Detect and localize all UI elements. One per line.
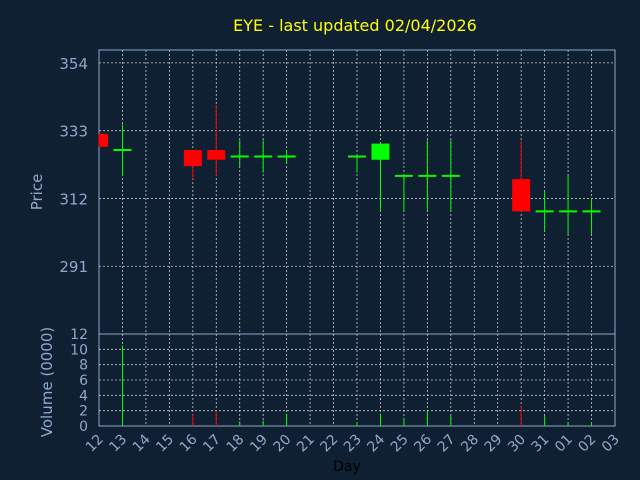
x-tick-label: 03 xyxy=(599,432,623,456)
candle-body xyxy=(207,150,226,160)
price-tick-label: 291 xyxy=(59,258,88,276)
x-tick-label: 31 xyxy=(529,432,553,456)
volume-tick-label: 10 xyxy=(70,342,88,358)
x-tick-label: 13 xyxy=(106,432,130,456)
x-axis-ticks: 12 13 14 15 16 17 18 19 20 21 22 23 24 25 26 27 28 29 30 31… xyxy=(83,431,623,455)
x-tick-label: 29 xyxy=(482,432,506,456)
x-tick-label: 21 xyxy=(294,432,318,456)
volume-tick-label: 4 xyxy=(79,388,88,404)
candle-body xyxy=(512,179,531,212)
candles xyxy=(98,104,601,234)
x-tick-label: 15 xyxy=(153,432,177,456)
chart-title: EYE - last updated 02/04/2026 xyxy=(233,16,477,35)
candle-body xyxy=(371,143,390,160)
volume-tick-label: 6 xyxy=(79,373,88,389)
x-tick-label: 12 xyxy=(83,432,107,456)
volume-tick-label: 8 xyxy=(79,358,88,374)
x-tick-label: 22 xyxy=(317,432,341,456)
volume-tick-label: 12 xyxy=(70,327,88,343)
x-tick-label: 20 xyxy=(271,432,295,456)
volume-tick-label: 2 xyxy=(79,404,88,420)
x-tick-label: 25 xyxy=(388,432,412,456)
volume-grid xyxy=(98,334,616,426)
x-tick-label: 23 xyxy=(341,432,365,456)
x-axis-label: Day xyxy=(333,459,361,475)
x-tick-label: 28 xyxy=(458,432,482,456)
price-tick-label: 354 xyxy=(59,55,88,73)
x-tick-label: 17 xyxy=(200,432,224,456)
x-tick-label: 18 xyxy=(224,432,248,456)
x-tick-label: 27 xyxy=(435,432,459,456)
volume-axis-label: Volume (0000) xyxy=(38,327,56,437)
candle-body xyxy=(183,150,202,167)
price-tick-label: 312 xyxy=(59,190,88,208)
x-tick-label: 01 xyxy=(552,432,576,456)
price-panel: 291 312 333 354 Price xyxy=(28,49,616,335)
x-tick-label: 19 xyxy=(247,432,271,456)
x-tick-label: 30 xyxy=(505,432,529,456)
x-tick-label: 26 xyxy=(411,431,435,455)
candle-body xyxy=(99,133,108,147)
price-grid xyxy=(98,50,616,334)
volume-tick-label: 0 xyxy=(79,419,88,435)
x-tick-label: 02 xyxy=(575,432,599,456)
x-tick-label: 16 xyxy=(177,431,201,455)
volume-bars xyxy=(121,345,593,426)
x-tick-label: 24 xyxy=(364,431,388,455)
price-tick-label: 333 xyxy=(59,123,88,141)
x-tick-label: 14 xyxy=(130,431,154,455)
price-y-ticks: 291 312 333 354 xyxy=(59,55,88,276)
price-axis-label: Price xyxy=(28,174,46,211)
